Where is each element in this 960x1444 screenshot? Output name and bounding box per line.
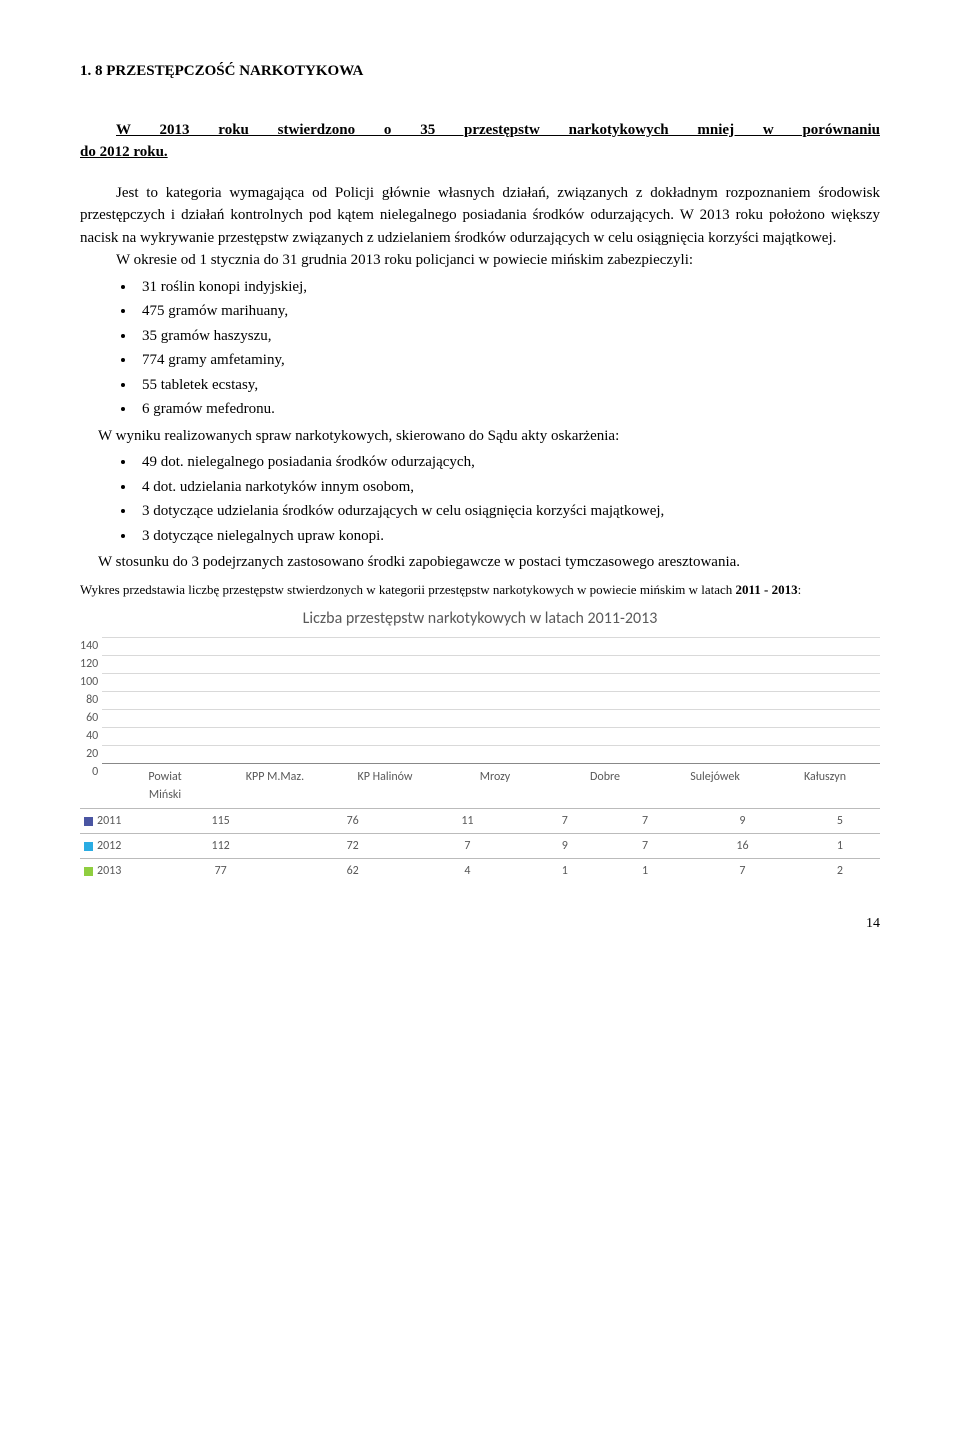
paragraph-2: W okresie od 1 stycznia do 31 grudnia 20… bbox=[80, 249, 880, 272]
grid-line bbox=[102, 709, 880, 710]
y-tick: 60 bbox=[86, 709, 98, 727]
list-item: 49 dot. nielegalnego posiadania środków … bbox=[136, 451, 880, 474]
list-item: 3 dotyczące udzielania środków odurzając… bbox=[136, 500, 880, 523]
y-axis: 140120100806040200 bbox=[80, 637, 102, 763]
table-row: 201111576117795 bbox=[80, 809, 880, 834]
table-cell: 7 bbox=[605, 834, 685, 859]
table-cell: 115 bbox=[146, 809, 295, 834]
table-cell: 112 bbox=[146, 834, 295, 859]
y-tick: 40 bbox=[86, 727, 98, 745]
table-cell: 1 bbox=[800, 834, 880, 859]
legend-swatch bbox=[84, 867, 93, 876]
table-cell: 9 bbox=[525, 834, 605, 859]
table-row: 201211272797161 bbox=[80, 834, 880, 859]
table-cell: 77 bbox=[146, 859, 295, 884]
x-label: KPP M.Maz. bbox=[220, 768, 330, 804]
caption-prefix: Wykres przedstawia liczbę przestępstw st… bbox=[80, 582, 736, 597]
paragraph-1: Jest to kategoria wymagająca od Policji … bbox=[80, 182, 880, 250]
legend-swatch bbox=[84, 842, 93, 851]
grid-line bbox=[102, 655, 880, 656]
table-cell: 16 bbox=[685, 834, 800, 859]
table-cell: 11 bbox=[410, 809, 525, 834]
page-number: 14 bbox=[80, 913, 880, 934]
y-tick: 140 bbox=[80, 637, 98, 655]
x-label: KP Halinów bbox=[330, 768, 440, 804]
table-cell: 1 bbox=[525, 859, 605, 884]
y-tick: 120 bbox=[80, 655, 98, 673]
x-label: Kałuszyn bbox=[770, 768, 880, 804]
chart-title: Liczba przestępstw narkotykowych w latac… bbox=[80, 607, 880, 631]
x-label: Sulejówek bbox=[660, 768, 770, 804]
list-item: 4 dot. udzielania narkotyków innym osobo… bbox=[136, 476, 880, 499]
table-cell: 5 bbox=[800, 809, 880, 834]
grid-line bbox=[102, 673, 880, 674]
list-item: 6 gramów mefedronu. bbox=[136, 398, 880, 421]
x-label: Dobre bbox=[550, 768, 660, 804]
bar-chart: Liczba przestępstw narkotykowych w latac… bbox=[80, 607, 880, 883]
series-label: 2011 bbox=[80, 809, 146, 834]
paragraph-3: W wyniku realizowanych spraw narkotykowy… bbox=[80, 425, 880, 448]
caption-suffix: : bbox=[798, 582, 802, 597]
list-item: 31 roślin konopi indyjskiej, bbox=[136, 276, 880, 299]
series-label: 2013 bbox=[80, 859, 146, 884]
chart-data-table: 2011115761177952012112727971612013776241… bbox=[80, 808, 880, 883]
y-tick: 80 bbox=[86, 691, 98, 709]
bullet-list-1: 31 roślin konopi indyjskiej,475 gramów m… bbox=[80, 276, 880, 421]
list-item: 3 dotyczące nielegalnych upraw konopi. bbox=[136, 525, 880, 548]
table-cell: 1 bbox=[605, 859, 685, 884]
grid-line bbox=[102, 727, 880, 728]
table-cell: 7 bbox=[605, 809, 685, 834]
x-label: Mrozy bbox=[440, 768, 550, 804]
y-tick: 20 bbox=[86, 745, 98, 763]
subheading-line-1: W 2013 roku stwierdzono o 35 przestępstw… bbox=[80, 119, 880, 142]
section-heading: 1. 8 PRZESTĘPCZOŚĆ NARKOTYKOWA bbox=[80, 60, 880, 83]
table-cell: 72 bbox=[295, 834, 410, 859]
table-cell: 9 bbox=[685, 809, 800, 834]
list-item: 774 gramy amfetaminy, bbox=[136, 349, 880, 372]
grid-line bbox=[102, 745, 880, 746]
grid-line bbox=[102, 691, 880, 692]
paragraph-4: W stosunku do 3 podejrzanych zastosowano… bbox=[80, 551, 880, 574]
table-cell: 62 bbox=[295, 859, 410, 884]
chart-caption: Wykres przedstawia liczbę przestępstw st… bbox=[80, 580, 880, 600]
subheading: W 2013 roku stwierdzono o 35 przestępstw… bbox=[80, 119, 880, 164]
list-item: 475 gramów marihuany, bbox=[136, 300, 880, 323]
y-tick: 0 bbox=[92, 763, 98, 781]
x-label: PowiatMiński bbox=[110, 768, 220, 804]
list-item: 35 gramów haszyszu, bbox=[136, 325, 880, 348]
subheading-line-2: do 2012 roku. bbox=[80, 141, 880, 164]
table-cell: 7 bbox=[410, 834, 525, 859]
table-cell: 7 bbox=[685, 859, 800, 884]
table-cell: 2 bbox=[800, 859, 880, 884]
table-cell: 4 bbox=[410, 859, 525, 884]
y-tick: 100 bbox=[80, 673, 98, 691]
caption-year-range: 2011 - 2013 bbox=[736, 582, 798, 597]
series-label: 2012 bbox=[80, 834, 146, 859]
grid-line bbox=[102, 637, 880, 638]
x-axis-labels: PowiatMińskiKPP M.Maz.KP HalinówMrozyDob… bbox=[110, 768, 880, 804]
legend-swatch bbox=[84, 817, 93, 826]
plot-area bbox=[102, 637, 880, 764]
table-cell: 76 bbox=[295, 809, 410, 834]
table-cell: 7 bbox=[525, 809, 605, 834]
bullet-list-2: 49 dot. nielegalnego posiadania środków … bbox=[80, 451, 880, 547]
list-item: 55 tabletek ecstasy, bbox=[136, 374, 880, 397]
table-row: 2013776241172 bbox=[80, 859, 880, 884]
